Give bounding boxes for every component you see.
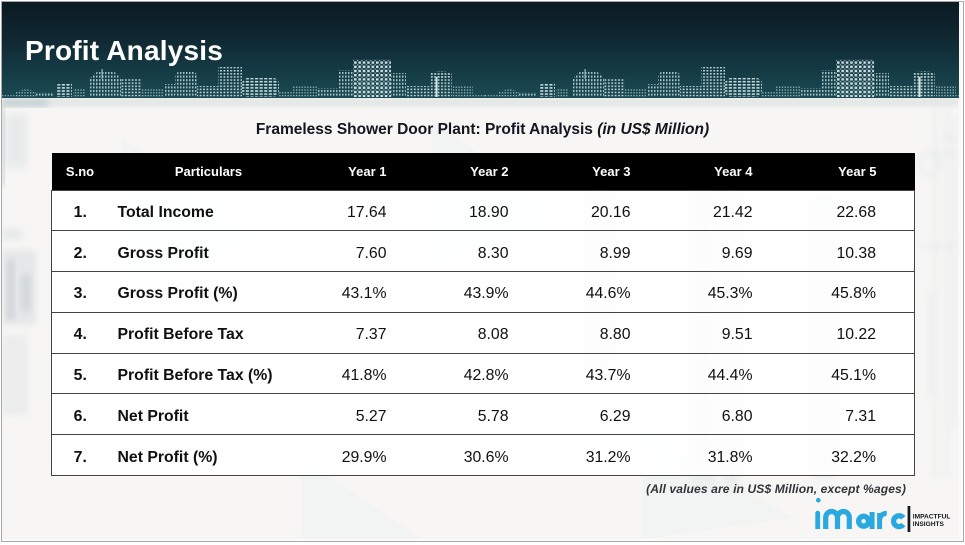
svg-text:IMPACTFUL: IMPACTFUL (913, 514, 951, 521)
svg-text:INSIGHTS: INSIGHTS (913, 521, 945, 528)
